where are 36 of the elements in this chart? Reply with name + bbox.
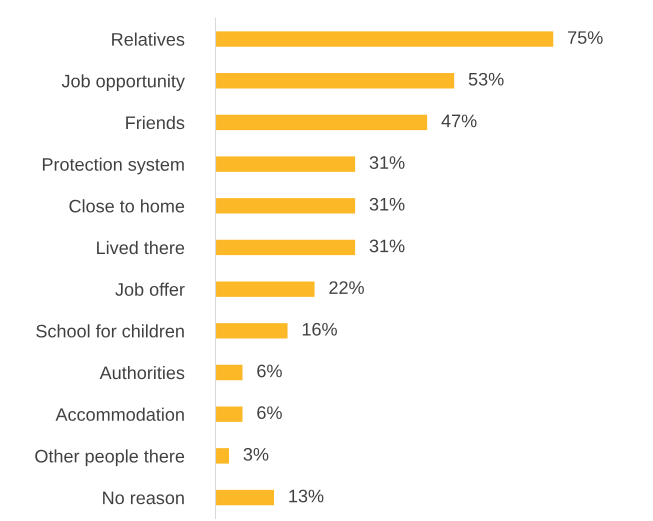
data-label: 6% <box>257 406 282 420</box>
y-tick-label: Protection system <box>42 158 184 174</box>
y-tick-label: Lived there <box>97 240 184 254</box>
bar <box>215 240 356 256</box>
data-label: 53% <box>468 72 504 86</box>
data-label: 31% <box>370 198 404 211</box>
data-label: 13% <box>289 490 324 502</box>
data-label: 47% <box>441 114 477 128</box>
y-tick-label: Job opportunity <box>62 74 185 92</box>
y-tick-label: No reason <box>103 492 184 504</box>
data-label: 75% <box>568 31 603 44</box>
bar <box>215 406 243 422</box>
bar <box>215 323 288 339</box>
data-label: 16% <box>302 322 337 336</box>
y-tick-label: Authorities <box>100 366 184 380</box>
y-tick-label: Close to home <box>69 199 184 213</box>
y-tick-label: School for children <box>36 324 184 338</box>
data-label: 31% <box>370 156 404 169</box>
y-tick-label: Job offer <box>115 282 185 296</box>
bar <box>215 156 356 172</box>
bar <box>215 448 229 464</box>
bar <box>215 114 428 130</box>
data-label: 31% <box>370 240 404 252</box>
data-label: 6% <box>257 364 282 378</box>
y-tick-label: Friends <box>126 116 184 130</box>
y-tick-label: Other people there <box>35 449 184 466</box>
y-tick-label: Relatives <box>112 32 184 46</box>
data-label: 22% <box>329 281 364 294</box>
bar <box>215 490 274 506</box>
bar <box>215 198 356 214</box>
y-tick-label: Accommodation <box>56 408 184 421</box>
data-label: 3% <box>244 448 268 461</box>
bar <box>215 73 454 88</box>
bar <box>215 281 315 297</box>
bar <box>215 31 554 47</box>
bar <box>215 364 243 380</box>
